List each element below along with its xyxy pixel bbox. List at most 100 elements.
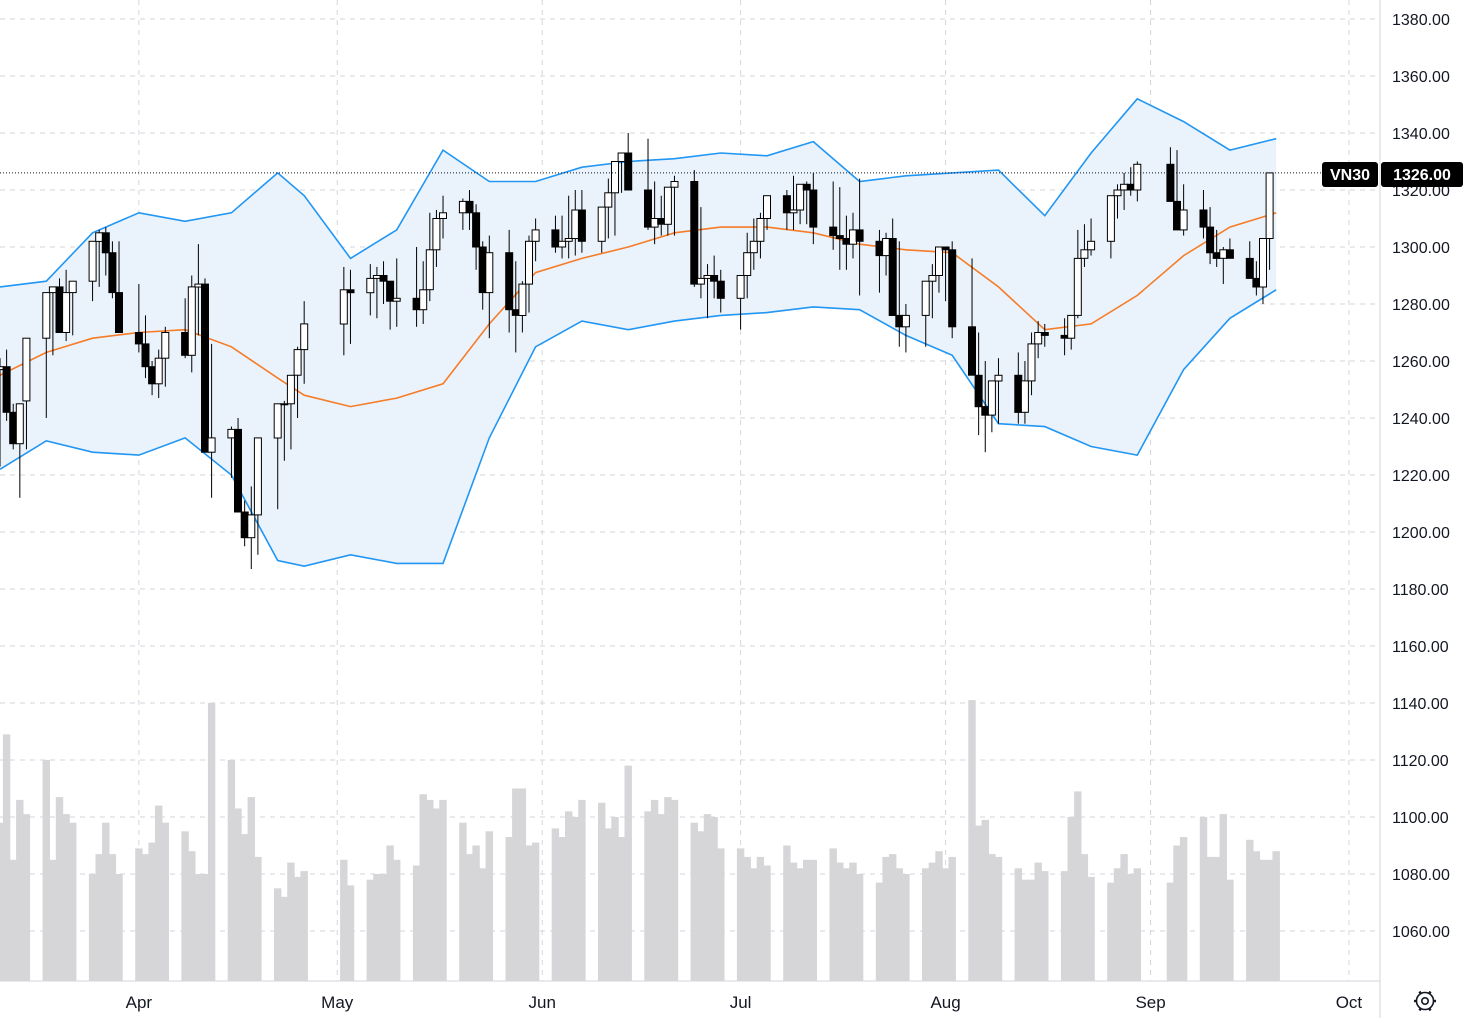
time-tick-label: Sep bbox=[1135, 993, 1165, 1012]
candle bbox=[1020, 361, 1029, 424]
volume-bar bbox=[227, 760, 236, 981]
candle bbox=[597, 206, 606, 253]
volume-bar bbox=[22, 814, 31, 981]
candle-body bbox=[1225, 249, 1234, 259]
price-tick-label: 1220.00 bbox=[1392, 468, 1450, 485]
sma-line bbox=[0, 212, 1277, 408]
volume-bar bbox=[565, 811, 573, 981]
candle-body bbox=[1014, 374, 1023, 413]
candle bbox=[115, 241, 123, 334]
candle-body bbox=[366, 277, 375, 294]
candle-body bbox=[412, 297, 421, 311]
volume-bar bbox=[902, 874, 910, 981]
candle-body bbox=[286, 374, 295, 405]
candle bbox=[829, 181, 838, 250]
volume-bar bbox=[16, 799, 24, 981]
candle bbox=[101, 227, 110, 276]
gear-icon[interactable] bbox=[1414, 990, 1436, 1012]
candle-body bbox=[525, 240, 533, 285]
last-price-label: 1326.00 bbox=[1393, 167, 1451, 184]
candle bbox=[802, 181, 811, 225]
candle bbox=[1245, 241, 1254, 279]
candle-body bbox=[749, 240, 758, 254]
volume-bar bbox=[657, 814, 665, 981]
volume-bar bbox=[95, 854, 103, 981]
volume-bar bbox=[875, 882, 884, 981]
candle-body bbox=[419, 289, 428, 311]
time-axis[interactable]: Apr May Jun Jul Aug Sep Oct bbox=[126, 993, 1363, 1012]
candle-body bbox=[604, 192, 613, 208]
candle bbox=[564, 195, 573, 259]
candle bbox=[1034, 321, 1043, 359]
candle-body bbox=[974, 374, 983, 408]
candle bbox=[941, 246, 950, 302]
candle bbox=[749, 218, 758, 270]
volume-bar bbox=[241, 834, 249, 981]
volume-bar bbox=[161, 822, 169, 981]
volume-bar bbox=[743, 856, 751, 981]
candle-body bbox=[1106, 195, 1115, 242]
volume-bar bbox=[55, 797, 64, 981]
volume-bar bbox=[115, 874, 123, 981]
candle-body bbox=[1206, 226, 1215, 254]
candle bbox=[1225, 238, 1234, 259]
candle bbox=[968, 258, 976, 376]
candle-body bbox=[425, 249, 434, 291]
volume-bar bbox=[459, 822, 467, 981]
candle bbox=[300, 301, 309, 384]
volume-bar bbox=[756, 856, 765, 981]
price-tick-label: 1300.00 bbox=[1392, 240, 1450, 257]
volume-bar bbox=[379, 874, 388, 981]
candle bbox=[366, 264, 375, 316]
candle-body bbox=[161, 332, 170, 359]
candle bbox=[379, 261, 388, 304]
volume-bar bbox=[188, 851, 196, 981]
volume-bar bbox=[247, 797, 255, 981]
volume-bar bbox=[1113, 868, 1122, 981]
candle-body bbox=[1120, 183, 1129, 191]
price-axis[interactable]: 1060.00 1080.00 1100.00 1120.00 1140.00 1160.… bbox=[1392, 12, 1450, 941]
candle bbox=[809, 172, 818, 245]
price-tick-label: 1120.00 bbox=[1392, 753, 1449, 770]
candle-body bbox=[108, 252, 117, 294]
volume-bar bbox=[690, 822, 698, 981]
candle-body bbox=[68, 280, 77, 294]
candle-body bbox=[736, 275, 745, 299]
candle-body bbox=[2, 366, 11, 413]
candle bbox=[234, 418, 242, 513]
volume-bar bbox=[1067, 817, 1075, 981]
volume-bar bbox=[988, 854, 996, 981]
candle bbox=[624, 133, 633, 191]
gear-icon-tooth bbox=[1418, 990, 1422, 995]
volume-bar bbox=[505, 837, 513, 981]
volume-bar bbox=[604, 828, 612, 981]
candle-body bbox=[882, 238, 891, 257]
candle bbox=[763, 195, 771, 230]
volume-bar bbox=[1272, 851, 1280, 981]
candle bbox=[604, 178, 613, 239]
candle-body bbox=[273, 403, 282, 439]
volume-bar bbox=[88, 874, 97, 981]
candle-body bbox=[1040, 332, 1049, 336]
volume-bar bbox=[386, 845, 394, 981]
candle-body bbox=[1245, 257, 1254, 279]
volume-bar bbox=[373, 874, 381, 981]
candle-body bbox=[1126, 183, 1135, 191]
candle bbox=[888, 218, 897, 316]
candle bbox=[141, 315, 150, 379]
volume-bar bbox=[426, 799, 434, 981]
candle bbox=[293, 346, 302, 418]
candle-body bbox=[1173, 200, 1181, 231]
band-fill bbox=[0, 98, 1277, 567]
volume-bar bbox=[650, 799, 659, 981]
candle bbox=[928, 264, 937, 319]
candle-body bbox=[710, 275, 719, 282]
volume-bar bbox=[783, 845, 791, 981]
symbol-badge bbox=[1322, 162, 1378, 187]
candle-body bbox=[293, 349, 302, 376]
candle-body bbox=[181, 332, 190, 356]
candle bbox=[974, 332, 983, 436]
volume-bar bbox=[1179, 837, 1188, 981]
volume-bar bbox=[1080, 854, 1089, 981]
candle-body bbox=[703, 275, 712, 279]
